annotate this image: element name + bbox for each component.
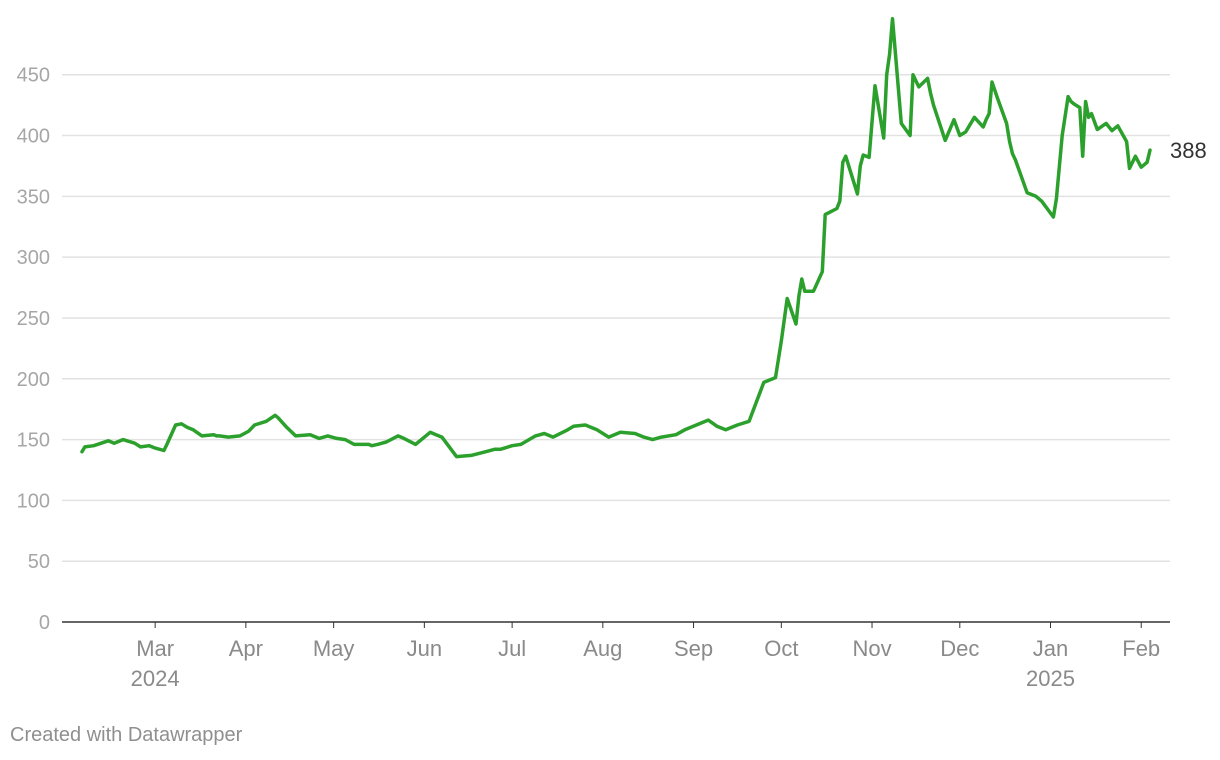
x-tick-label: Sep — [674, 636, 713, 661]
credit-text: Created with Datawrapper — [10, 724, 243, 746]
x-tick-label: May — [313, 636, 355, 661]
x-tick-label: Jun — [407, 636, 442, 661]
y-tick-label: 300 — [17, 247, 50, 269]
y-tick-label: 350 — [17, 186, 50, 208]
x-tick-label: Feb — [1122, 636, 1160, 661]
x-tick-label: Jan — [1033, 636, 1068, 661]
gridlines — [62, 73, 1170, 562]
x-tick-label: Dec — [940, 636, 979, 661]
x-tick-label: Apr — [229, 636, 263, 661]
x-axis-ticks: Mar 2024 Apr May Jun Jul Aug Sep Oct Nov Dec Jan 202… — [131, 622, 1160, 691]
y-tick-label: 100 — [17, 490, 50, 512]
y-tick-label: 0 — [39, 612, 50, 634]
series-line — [80, 17, 1152, 459]
series-group — [80, 17, 1152, 459]
y-tick-label: 150 — [17, 430, 50, 452]
x-tick-label: Aug — [583, 636, 622, 661]
x-tick-year-label: 2024 — [131, 666, 180, 691]
y-axis-ticks: 0 50 100 150 200 250 300 350 400 450 — [17, 65, 50, 634]
y-tick-label: 250 — [17, 308, 50, 330]
x-tick-label: Mar — [136, 636, 174, 661]
y-tick-label: 400 — [17, 126, 50, 148]
x-tick-year-label: 2025 — [1026, 666, 1075, 691]
y-tick-label: 450 — [17, 65, 50, 87]
x-tick-label: Nov — [852, 636, 891, 661]
y-tick-label: 50 — [28, 551, 50, 573]
y-tick-label: 200 — [17, 369, 50, 391]
x-tick-label: Jul — [498, 636, 526, 661]
end-value-label: 388 — [1170, 138, 1207, 163]
x-tick-label: Oct — [764, 636, 798, 661]
